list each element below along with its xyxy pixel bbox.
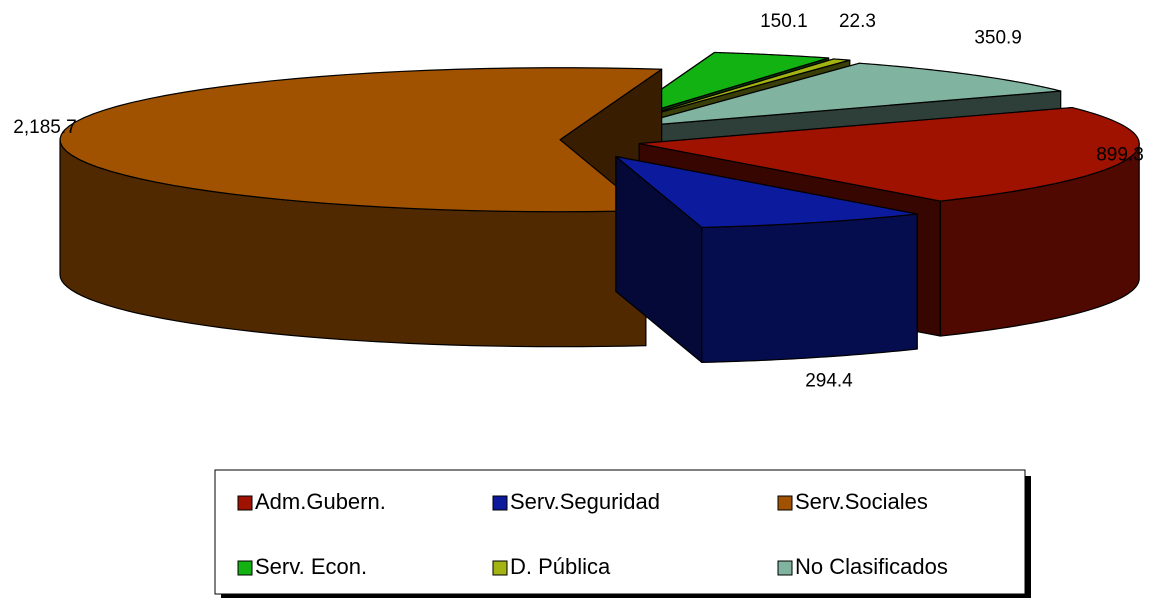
legend-swatch (777, 560, 793, 576)
legend-swatch (492, 560, 508, 576)
slice-top (59, 67, 663, 213)
legend-label: No Clasificados (795, 554, 948, 579)
data-label: 899.3 (1096, 144, 1144, 165)
slice-top (627, 62, 1062, 128)
slice-top (617, 58, 851, 125)
slice (59, 67, 663, 348)
slice-top (612, 51, 830, 124)
data-label: 2,185.7 (13, 117, 76, 138)
data-label: 150.1 (760, 11, 808, 32)
legend (214, 469, 1026, 595)
legend-label: D. Pública (510, 554, 611, 579)
data-label: 294.4 (805, 371, 853, 392)
slice-side (701, 213, 918, 364)
legend-label: Serv. Econ. (255, 554, 367, 579)
slice-top (615, 155, 918, 229)
slice (615, 155, 918, 364)
data-label: 22.3 (839, 11, 876, 32)
legend-label: Serv.Sociales (795, 489, 928, 514)
legend-swatch (492, 495, 508, 511)
legend-swatch (237, 560, 253, 576)
legend-swatch (237, 495, 253, 511)
legend-label: Serv.Seguridad (510, 489, 660, 514)
data-label: 350.9 (974, 27, 1022, 48)
slice-top (638, 106, 1140, 202)
legend-label: Adm.Gubern. (255, 489, 386, 514)
legend-swatch (777, 495, 793, 511)
